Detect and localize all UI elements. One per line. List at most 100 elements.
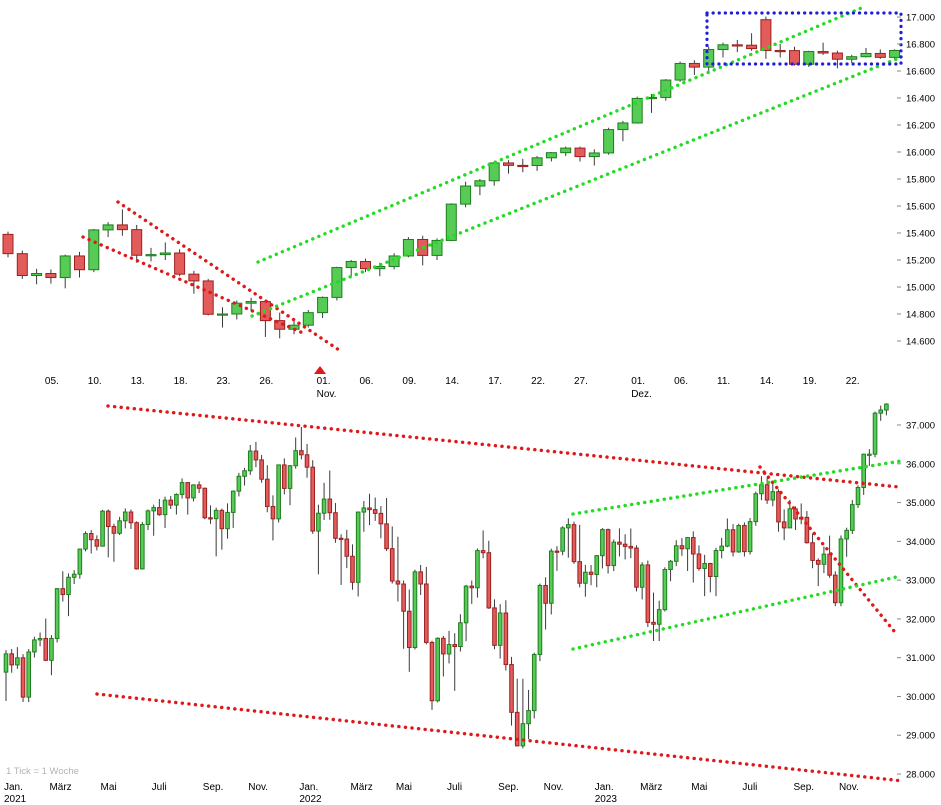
candle-down <box>781 521 787 529</box>
candle-up <box>66 576 71 596</box>
candle-up <box>77 548 83 575</box>
candle-down <box>742 525 747 553</box>
candle-down <box>696 553 702 569</box>
candle-up <box>231 302 243 315</box>
candle-down <box>389 548 395 582</box>
candle-down <box>554 550 560 553</box>
candle-up <box>617 122 629 131</box>
candle-up <box>162 499 168 516</box>
candle-up <box>770 491 776 501</box>
candle-up <box>474 180 486 187</box>
candle-down <box>395 580 401 585</box>
x-axis-label: 05. <box>45 376 59 387</box>
candle-down <box>253 450 259 461</box>
candle-down <box>270 505 276 520</box>
candle-up <box>537 584 543 655</box>
candle-up <box>631 97 643 124</box>
y-axis-label: 29.000 <box>906 731 935 742</box>
candle-down <box>622 543 628 547</box>
x-axis-label: 26. <box>259 376 273 387</box>
candle-up <box>488 162 500 182</box>
candle-down <box>605 529 611 567</box>
candle-down <box>708 563 713 578</box>
candle-up <box>803 51 815 65</box>
candle-down <box>304 454 310 468</box>
candle-up <box>345 260 357 269</box>
x-axis-label: 14. <box>445 376 459 387</box>
y-axis-label: 14.800 <box>906 310 935 321</box>
y-axis-label: 33.000 <box>906 576 935 587</box>
candle-up <box>458 622 463 647</box>
x-axis-label: Mai <box>101 782 117 793</box>
x-axis-sublabel: Dez. <box>631 389 652 400</box>
y-axis-label: 15.200 <box>906 256 935 267</box>
x-axis-label: 27. <box>574 376 588 387</box>
candle-up <box>49 637 54 661</box>
y-axis-label: 16.400 <box>906 94 935 105</box>
long-term-support <box>95 692 905 783</box>
candle-down <box>776 491 781 523</box>
candle-down <box>679 545 685 550</box>
candle-down <box>94 539 100 547</box>
candle-up <box>225 511 230 530</box>
candle-down <box>688 62 700 68</box>
candle-up <box>713 550 719 578</box>
candle-up <box>725 529 730 547</box>
candle-up <box>668 560 673 570</box>
candle-up <box>26 651 32 698</box>
candle-down <box>634 547 639 588</box>
candle-up <box>247 450 253 472</box>
y-axis-label: 15.600 <box>906 202 935 213</box>
candle-down <box>764 484 770 501</box>
candle-up <box>287 465 293 489</box>
candle-down <box>299 450 304 456</box>
y-axis-label: 17.000 <box>906 13 935 24</box>
candle-down <box>128 511 134 524</box>
x-axis-label: Juli <box>447 782 462 793</box>
candle-down <box>651 621 656 625</box>
candle-down <box>310 466 316 532</box>
candle-down <box>185 482 191 499</box>
candle-up <box>611 541 617 567</box>
candle-down <box>406 610 412 649</box>
candle-up <box>673 545 679 562</box>
x-axis-label: 11. <box>717 376 730 387</box>
candle-down <box>503 162 514 166</box>
y-axis-label: 34.000 <box>906 537 935 548</box>
candle-down <box>333 512 338 539</box>
candle-up <box>594 555 600 575</box>
candle-up <box>717 44 729 51</box>
candle-up <box>83 533 88 550</box>
candle-down <box>20 657 26 698</box>
candle-up <box>117 520 122 534</box>
candle-up <box>844 529 849 540</box>
candle-up <box>703 49 715 68</box>
candle-up <box>850 504 855 531</box>
x-axis-label: Jan. <box>4 782 23 793</box>
candle-down <box>350 555 355 583</box>
x-axis-label: 14. <box>760 376 774 387</box>
candle-down <box>517 164 529 168</box>
candle-up <box>560 527 565 552</box>
candle-down <box>131 229 143 256</box>
candle-down <box>384 523 389 550</box>
candle-down <box>43 638 49 661</box>
candle-down <box>401 583 406 612</box>
candle-down <box>202 280 214 315</box>
candle-down <box>760 19 772 51</box>
candle-down <box>617 541 622 545</box>
candle-up <box>719 545 724 552</box>
candle-up <box>31 273 43 277</box>
x-axis-label: Sep. <box>203 782 224 793</box>
candle-up <box>245 301 257 304</box>
x-axis-label: 09. <box>402 376 416 387</box>
candle-up <box>355 511 361 583</box>
candle-up <box>412 571 418 649</box>
candle-down <box>831 52 843 60</box>
y-axis-label: 16.600 <box>906 67 935 78</box>
candle-down <box>116 224 128 231</box>
x-axis-label: Mai <box>396 782 412 793</box>
daily-candle-chart: 17.000 16.800 16.600 16.400 16.200 16.000 15.8… <box>2 4 935 400</box>
candle-down <box>789 50 800 65</box>
